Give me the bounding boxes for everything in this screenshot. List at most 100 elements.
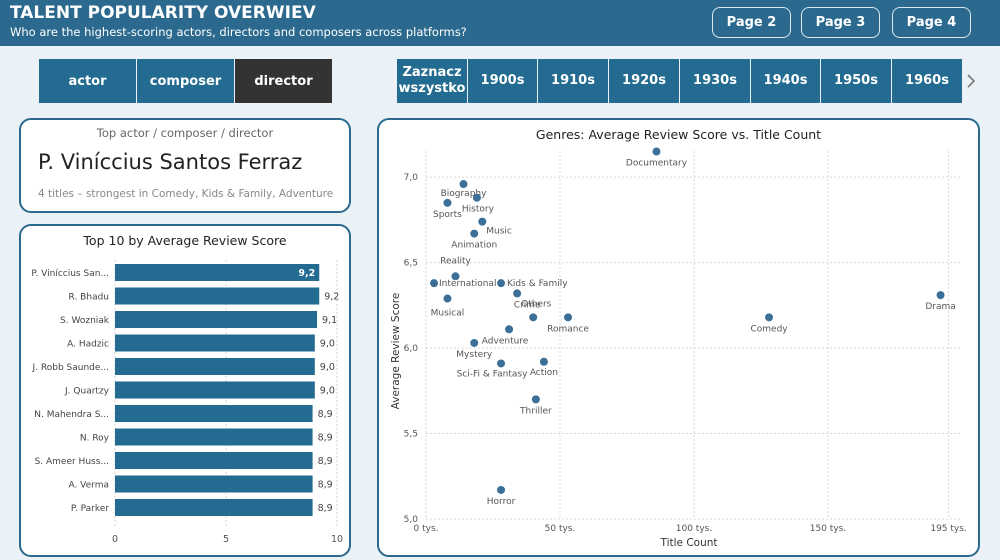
scatter-point[interactable] — [505, 325, 514, 334]
bar[interactable] — [115, 499, 313, 516]
top10-bar-chart-card: Top 10 by Average Review Score 0 5 10 P. Vi… — [19, 224, 351, 557]
bar[interactable] — [115, 405, 313, 422]
decade-1930s-button[interactable]: 1930s — [680, 59, 750, 103]
select-all-button[interactable]: Zaznacz wszystko — [397, 59, 467, 103]
decade-1940s-button[interactable]: 1940s — [751, 59, 820, 103]
bar[interactable] — [115, 381, 315, 399]
scatter-y-tick-label: 6,5 — [404, 259, 418, 269]
scatter-chart-svg: 0 tys. 50 tys. 100 tys. 150 tys. 195 tys. 5,0… — [390, 147, 967, 549]
bar-category-label: R. Bhadu — [69, 293, 109, 303]
top-performer-name: P. Viníccius Santos Ferraz — [38, 150, 303, 174]
scatter-point[interactable] — [652, 147, 661, 156]
scatter-point[interactable] — [478, 217, 487, 226]
bar-chart-title: Top 10 by Average Review Score — [83, 233, 287, 248]
page-3-button[interactable]: Page 3 — [801, 7, 880, 38]
chevron-right-icon[interactable] — [964, 70, 978, 92]
top-performer-label: Top actor / composer / director — [96, 126, 274, 140]
scatter-y-axis-label: Average Review Score — [390, 293, 402, 410]
bar[interactable] — [115, 452, 313, 469]
page-title: TALENT POPULARITY OVERWIEV — [10, 3, 316, 23]
page-subtitle: Who are the highest-scoring actors, dire… — [10, 25, 467, 39]
bar[interactable] — [115, 311, 318, 328]
bar-category-label: P. Viníccius San... — [31, 269, 109, 279]
decade-1900s-button[interactable]: 1900s — [468, 59, 537, 103]
scatter-x-tick-label: 100 tys. — [676, 524, 712, 534]
scatter-chart-title: Genres: Average Review Score vs. Title C… — [535, 127, 822, 142]
decade-1960s-button[interactable]: 1960s — [892, 59, 962, 103]
bar-data-label: 8,9 — [318, 433, 333, 444]
decade-1950s-button[interactable]: 1950s — [821, 59, 891, 103]
bar-data-label: 8,9 — [318, 456, 333, 467]
scatter-point[interactable] — [564, 313, 573, 322]
role-director-button[interactable]: director — [235, 59, 332, 103]
scatter-point[interactable] — [459, 180, 468, 189]
scatter-point-label: History — [462, 205, 495, 215]
scatter-x-tick-label: 150 tys. — [810, 524, 846, 534]
scatter-point-label: Thriller — [519, 406, 552, 416]
scatter-point-label: Animation — [451, 241, 497, 251]
scatter-point-label: Romance — [547, 324, 589, 334]
scatter-point[interactable] — [497, 485, 506, 494]
bar-data-label: 9,0 — [320, 386, 335, 397]
scatter-point[interactable] — [470, 338, 479, 347]
bar-data-label: 8,9 — [318, 503, 333, 514]
bar[interactable] — [115, 334, 315, 352]
scatter-point[interactable] — [443, 198, 452, 207]
scatter-point-label: Kids & Family — [507, 279, 568, 289]
role-actor-button[interactable]: actor — [39, 59, 136, 103]
scatter-point[interactable] — [765, 313, 774, 322]
scatter-point[interactable] — [497, 359, 506, 368]
bar-data-label: 8,9 — [318, 409, 333, 420]
scatter-point[interactable] — [472, 193, 481, 202]
bar[interactable] — [115, 264, 320, 281]
scatter-point[interactable] — [497, 279, 506, 288]
top-performer-card: Top actor / composer / director P. Viníc… — [19, 118, 351, 213]
scatter-point[interactable] — [539, 357, 548, 366]
scatter-point[interactable] — [513, 289, 522, 298]
bar-data-label: 9,2 — [324, 292, 339, 303]
bar-x-tick-label: 5 — [223, 534, 229, 545]
genre-scatter-chart-card: Genres: Average Review Score vs. Title C… — [377, 118, 980, 557]
bar[interactable] — [115, 287, 320, 305]
bar-chart-svg: 0 5 10 P. Viníccius San... 9,2 R. Bhadu 9,2 S. … — [31, 260, 343, 545]
top-performer-description: 4 titles – strongest in Comedy, Kids & F… — [38, 188, 334, 200]
scatter-point-label: Sports — [433, 210, 462, 220]
scatter-point[interactable] — [529, 313, 538, 322]
scatter-point-label: Biography — [441, 189, 488, 199]
bar-category-label: N. Mahendra S... — [34, 410, 109, 420]
scatter-point[interactable] — [443, 294, 452, 303]
scatter-point-label: International — [439, 279, 496, 289]
scatter-point-label: Adventure — [482, 336, 529, 346]
bar[interactable] — [115, 475, 313, 493]
scatter-point-label: Documentary — [626, 159, 688, 169]
scatter-y-tick-label: 5,0 — [404, 515, 419, 525]
role-composer-button[interactable]: composer — [137, 59, 234, 103]
scatter-point-label: Comedy — [750, 324, 788, 334]
bar-category-label: J. Quartzy — [64, 387, 110, 397]
scatter-x-axis-label: Title Count — [659, 537, 717, 549]
decade-1920s-button[interactable]: 1920s — [609, 59, 679, 103]
bar-data-label: 9,0 — [320, 339, 335, 350]
scatter-point-label: Mystery — [456, 350, 493, 360]
scatter-point[interactable] — [936, 291, 945, 300]
scatter-point[interactable] — [531, 395, 540, 404]
scatter-x-tick-label: 50 tys. — [545, 524, 576, 534]
scatter-point-label: Musical — [431, 309, 465, 319]
bar-category-label: N. Roy — [80, 434, 110, 444]
page-4-button[interactable]: Page 4 — [892, 7, 971, 38]
bar-category-label: J. Robb Saunde... — [32, 363, 110, 373]
bar-x-tick-label: 0 — [112, 534, 118, 545]
bar-data-label: 9,1 — [322, 315, 337, 326]
scatter-point[interactable] — [451, 272, 460, 281]
scatter-point-label: Action — [530, 368, 558, 378]
scatter-point-label: Crime — [514, 300, 541, 310]
scatter-point[interactable] — [430, 279, 439, 288]
bar[interactable] — [115, 358, 315, 375]
bar[interactable] — [115, 428, 313, 446]
page-2-button[interactable]: Page 2 — [712, 7, 791, 38]
chevron-right-svg — [967, 74, 976, 88]
scatter-x-tick-label: 195 tys. — [930, 524, 966, 534]
scatter-point[interactable] — [470, 229, 479, 238]
decade-1910s-button[interactable]: 1910s — [538, 59, 608, 103]
bar-category-label: A. Hadzic — [67, 340, 109, 350]
